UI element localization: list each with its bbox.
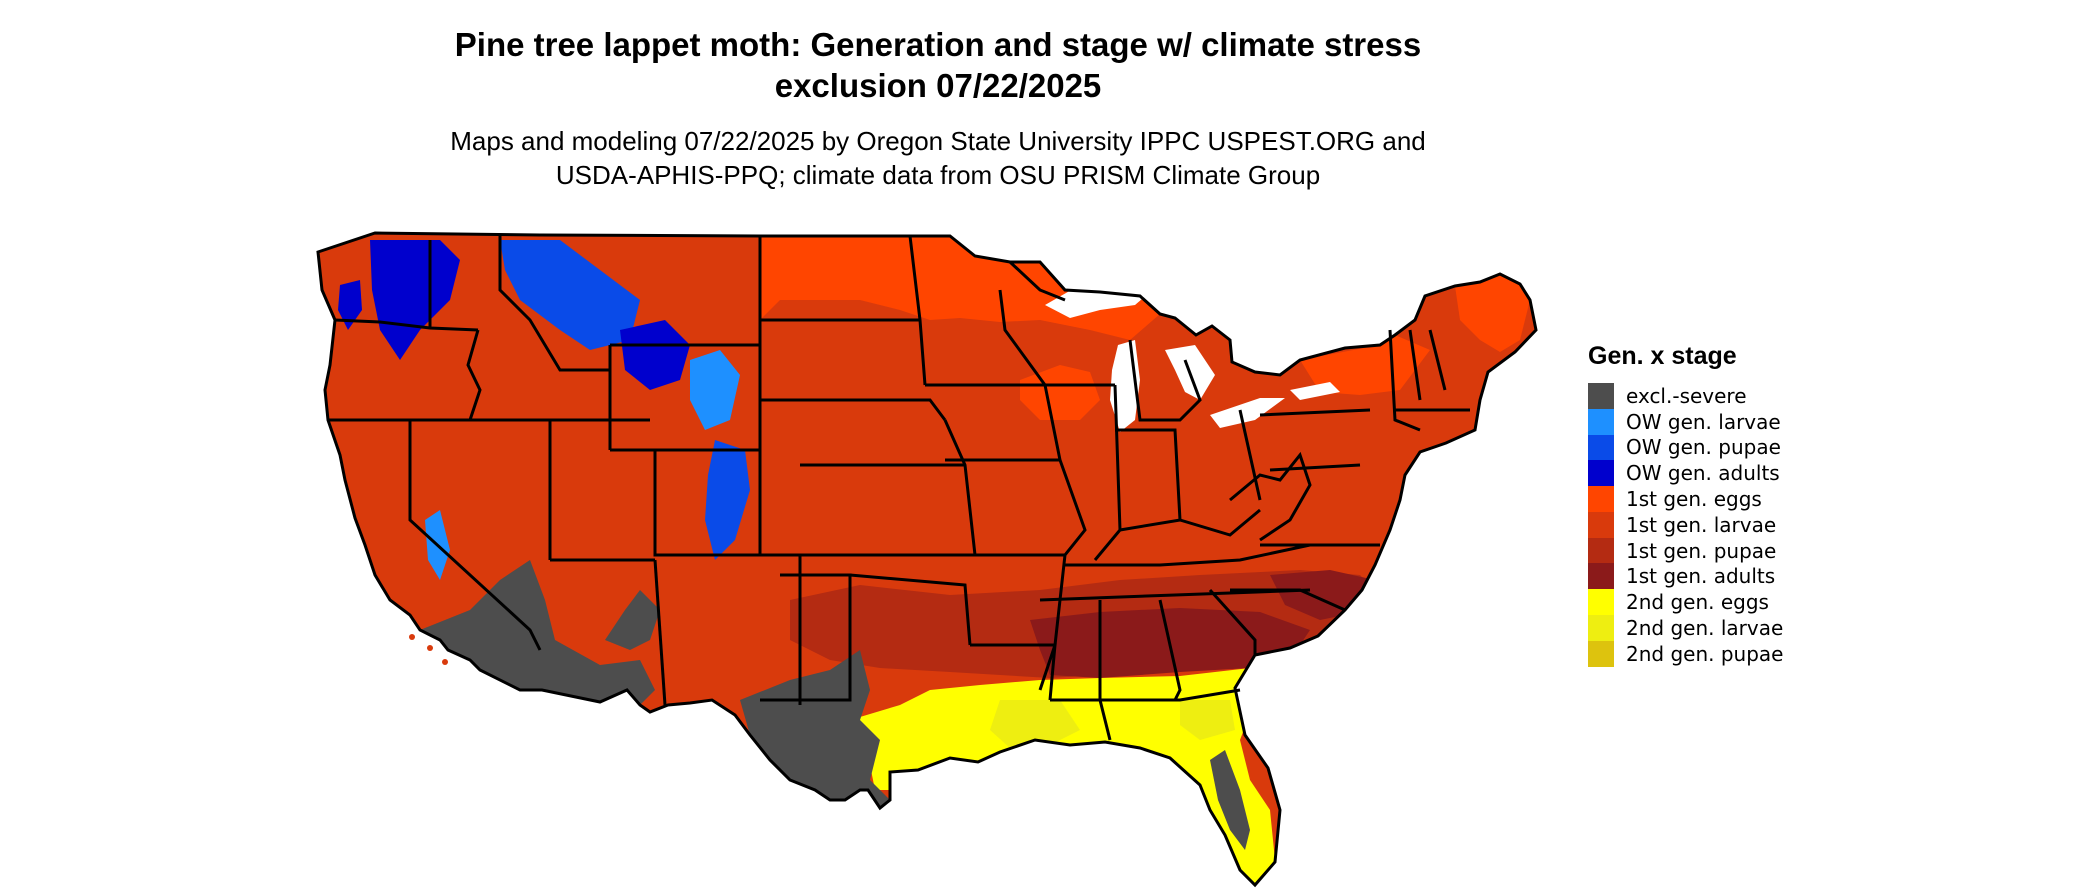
region-ow-gen-adults <box>620 320 690 390</box>
legend-item: OW gen. larvae <box>1588 408 1783 435</box>
legend-swatch <box>1588 408 1614 435</box>
legend-swatch <box>1588 615 1614 642</box>
legend-label: 1st gen. larvae <box>1626 512 1777 537</box>
border-pa-md <box>1269 463 1361 472</box>
region-1st-gen-eggs <box>760 236 1160 340</box>
legend-item: 1st gen. adults <box>1588 563 1783 590</box>
legend-item: excl.-severe <box>1588 382 1783 409</box>
legend-label: 1st gen. pupae <box>1626 538 1777 563</box>
border-ok-tx <box>849 573 972 646</box>
border-wv <box>1229 451 1312 542</box>
us-outline <box>316 231 1538 888</box>
border-mi-lower <box>1128 339 1202 422</box>
legend-swatch <box>1588 640 1614 667</box>
map-subtitle: Maps and modeling 07/22/2025 by Oregon S… <box>0 124 1876 192</box>
region-ow-gen-pupae <box>500 240 640 350</box>
border-vt-nh <box>1408 329 1422 401</box>
legend-label: excl.-severe <box>1626 383 1747 408</box>
region-excl-severe <box>740 650 890 808</box>
legend-item: OW gen. adults <box>1588 460 1783 487</box>
legend-label: 2nd gen. pupae <box>1626 641 1784 666</box>
legend-swatch <box>1588 537 1614 564</box>
legend-title: Gen. x stage <box>1588 342 1737 370</box>
border-tn-ms-al-ga <box>1039 588 1311 602</box>
border-ny-new-england <box>1388 329 1421 432</box>
region-ow-gen-larvae <box>690 350 740 430</box>
legend-item: 2nd gen. eggs <box>1588 589 1783 616</box>
subtitle-line-2: USDA-APHIS-PPQ; climate data from OSU PR… <box>555 160 1321 190</box>
legend-items: excl.-severe OW gen. larvae OW gen. pupae O… <box>1588 382 1784 667</box>
border-sd-ne <box>760 398 947 421</box>
legend-swatch <box>1588 460 1614 487</box>
legend-label: OW gen. pupae <box>1626 435 1781 460</box>
legend-swatch <box>1588 563 1614 590</box>
legend-item: 1st gen. eggs <box>1588 486 1783 513</box>
legend-swatch <box>1588 589 1614 616</box>
region-ow-gen-pupae <box>705 440 750 560</box>
title-line-2: exclusion 07/22/2025 <box>774 67 1102 104</box>
channel-islands <box>409 634 448 665</box>
stage-regions <box>318 233 1536 885</box>
legend-label: OW gen. adults <box>1626 461 1780 486</box>
border-wi-mn <box>998 289 1047 386</box>
title-line-1: Pine tree lappet moth: Generation and st… <box>454 26 1422 63</box>
legend-label: 2nd gen. larvae <box>1626 616 1784 641</box>
region-ow-gen-adults <box>370 240 460 360</box>
legend-item: 1st gen. larvae <box>1588 511 1783 538</box>
border-ms-river <box>1038 384 1087 691</box>
border-ky-tn <box>1065 543 1311 567</box>
region-excl-severe <box>1210 750 1250 850</box>
state-borders <box>316 231 1538 888</box>
region-1st-gen-larvae <box>318 233 1536 885</box>
border-al-ga <box>1158 599 1182 701</box>
legend-swatch <box>1588 511 1614 538</box>
border-in-oh <box>1115 428 1182 521</box>
legend-item: 2nd gen. pupae <box>1588 640 1784 667</box>
region-2nd-gen-larvae <box>1180 700 1235 740</box>
region-ow-gen-adults <box>338 280 362 330</box>
us-map <box>316 231 1538 888</box>
region-1st-gen-eggs <box>1455 274 1530 352</box>
border-or-id <box>466 329 482 421</box>
border-nc-sc <box>1230 588 1346 612</box>
border-ga-sc <box>1208 588 1257 655</box>
region-2nd-gen-eggs <box>850 668 1275 885</box>
legend: Gen. x stage excl.-severe OW gen. larvae O… <box>1588 342 1783 667</box>
legend-item: 2nd gen. larvae <box>1588 615 1784 642</box>
legend-label: 1st gen. adults <box>1626 564 1776 589</box>
border-mi-upper <box>1008 260 1066 302</box>
region-2nd-gen-larvae <box>990 700 1080 748</box>
legend-label: 1st gen. eggs <box>1626 487 1762 512</box>
legend-swatch <box>1588 486 1614 513</box>
border-mn-nd <box>908 235 927 386</box>
border-wa-or <box>334 318 479 332</box>
border-nm-tx <box>760 573 852 702</box>
legend-label: OW gen. larvae <box>1626 409 1781 434</box>
border-pa-ny <box>1259 408 1371 417</box>
map-title: Pine tree lappet moth: Generation and st… <box>0 24 1876 106</box>
border-ga-fl <box>1050 688 1241 702</box>
legend-item: 1st gen. pupae <box>1588 537 1783 564</box>
region-1st-gen-eggs <box>1300 335 1430 395</box>
border-az-nm <box>653 559 667 706</box>
border-id-mt <box>498 236 610 372</box>
lake-ontario <box>1290 382 1340 400</box>
border-oh-pa <box>1238 409 1262 501</box>
legend-swatch <box>1588 434 1614 461</box>
border-oh-ky <box>1119 508 1261 537</box>
legend-swatch <box>1588 382 1614 409</box>
lake-erie <box>1210 398 1285 428</box>
legend-item: OW gen. pupae <box>1588 434 1783 461</box>
region-excl-severe <box>605 590 660 650</box>
border-ca-nv <box>408 420 542 651</box>
border-nh-me <box>1428 329 1447 391</box>
subtitle-line-1: Maps and modeling 07/22/2025 by Oregon S… <box>450 126 1426 156</box>
legend-label: 2nd gen. eggs <box>1626 590 1769 615</box>
border-mo-ks <box>943 419 977 556</box>
